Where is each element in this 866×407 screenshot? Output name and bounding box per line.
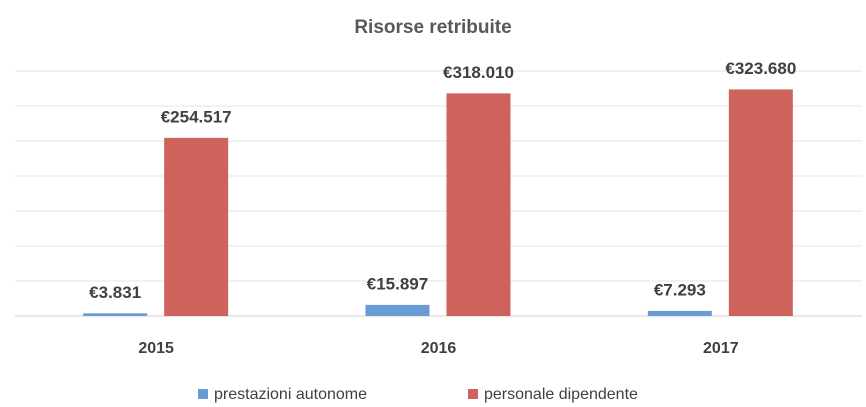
x-tick-label: 2016: [421, 340, 457, 357]
data-label: €254.517: [161, 107, 232, 126]
bar: [164, 137, 229, 316]
bar: [83, 313, 148, 316]
data-label: €7.293: [654, 280, 706, 299]
legend-label: prestazioni autonome: [214, 386, 367, 403]
data-label: €318.010: [443, 63, 514, 82]
bar: [365, 304, 430, 316]
legend-swatch: [468, 389, 478, 399]
data-label: €323.680: [725, 59, 796, 78]
x-tick-label: 2015: [138, 340, 174, 357]
chart-title: Risorse retribuite: [354, 17, 511, 38]
legend-label: personale dipendente: [484, 386, 638, 403]
bar: [446, 93, 511, 316]
x-tick-label: 2017: [703, 340, 739, 357]
bar: [728, 89, 793, 316]
legend-swatch: [198, 389, 208, 399]
data-label: €15.897: [367, 274, 428, 293]
data-label: €3.831: [89, 283, 141, 302]
bar: [647, 310, 712, 316]
